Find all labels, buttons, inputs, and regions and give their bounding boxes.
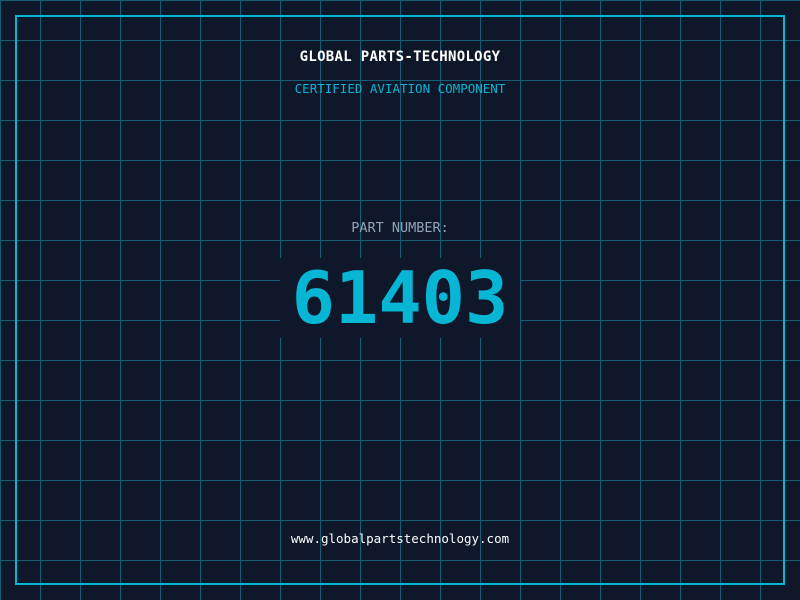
certification-subtitle: CERTIFIED AVIATION COMPONENT: [294, 81, 506, 96]
part-number-label: PART NUMBER:: [351, 220, 449, 236]
website-url: www.globalpartstechnology.com: [290, 531, 510, 546]
company-title: GLOBAL PARTS-TECHNOLOGY: [299, 49, 501, 65]
border-frame: [15, 15, 785, 585]
part-number-value: 61403: [280, 258, 520, 338]
